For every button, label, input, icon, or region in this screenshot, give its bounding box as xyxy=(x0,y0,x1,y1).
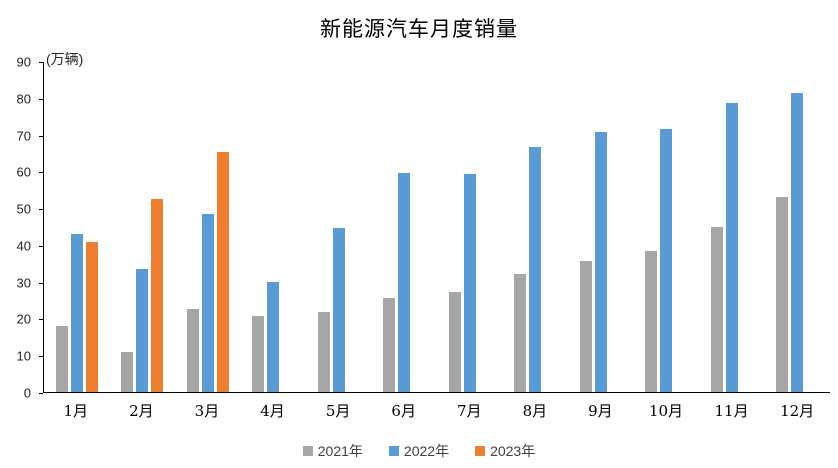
x-label-4月: 4月 xyxy=(260,402,285,420)
x-label-12月: 12月 xyxy=(780,402,815,420)
y-tick-mark xyxy=(39,245,43,247)
y-tick-label: 40 xyxy=(16,238,31,254)
y-tick-mark xyxy=(39,172,43,174)
x-axis-labels: 1月 2月 3月 4月 5月 6月 7月 8月 9月 10月 11月 12月 xyxy=(43,400,830,421)
x-label-1月: 1月 xyxy=(63,402,89,420)
bar-group-9月 xyxy=(568,62,634,392)
bar-2021年-10月 xyxy=(645,251,658,392)
bar-groups xyxy=(44,62,830,392)
bar-group-6月 xyxy=(372,62,438,392)
bar-2023年-1月 xyxy=(85,241,98,392)
legend-swatch-2022 xyxy=(388,446,399,456)
y-tick-mark xyxy=(39,319,43,321)
y-tick-label: 80 xyxy=(16,91,31,107)
bar-group-2月 xyxy=(110,62,176,392)
bar-2021年-8月 xyxy=(514,273,527,392)
y-tick-label: 90 xyxy=(16,54,31,70)
bar-2021年-6月 xyxy=(383,297,396,392)
bar-group-8月 xyxy=(503,62,569,392)
bar-2022年-5月 xyxy=(332,227,345,392)
bar-group-4月 xyxy=(241,62,307,392)
chart-title: 新能源汽车月度销量 xyxy=(320,17,518,41)
bar-2021年-4月 xyxy=(252,316,265,392)
bar-group-3月 xyxy=(175,62,241,392)
bar-2021年-11月 xyxy=(710,226,723,392)
x-label-6月: 6月 xyxy=(391,402,416,420)
bar-2021年-12月 xyxy=(776,196,789,392)
y-tick-mark xyxy=(39,135,43,137)
legend-item-2022: 2022年 xyxy=(388,441,450,461)
bar-group-12月 xyxy=(765,62,831,392)
bar-2023年-2月 xyxy=(151,198,164,392)
x-label-3月: 3月 xyxy=(194,402,220,420)
y-tick-mark xyxy=(39,356,43,358)
bar-2021年-7月 xyxy=(448,292,461,392)
bar-2022年-7月 xyxy=(463,173,476,392)
legend-label-2022: 2022年 xyxy=(403,443,450,459)
legend-label-2021: 2021年 xyxy=(317,443,363,459)
x-label-9月: 9月 xyxy=(588,402,613,420)
bar-2022年-3月 xyxy=(201,214,214,392)
legend-swatch-2023 xyxy=(475,446,486,456)
y-tick-mark xyxy=(39,393,43,394)
legend-swatch-2021 xyxy=(302,446,313,456)
bar-group-7月 xyxy=(437,62,503,392)
x-label-2月: 2月 xyxy=(129,402,154,420)
y-tick-label: 0 xyxy=(23,385,31,401)
legend-item-2021: 2021年 xyxy=(302,441,363,461)
bar-2022年-11月 xyxy=(725,102,738,392)
x-label-10月: 10月 xyxy=(648,402,684,420)
legend-item-2023: 2023年 xyxy=(475,441,535,461)
bar-group-11月 xyxy=(699,62,765,392)
bar-2022年-4月 xyxy=(267,282,280,392)
y-tick-label: 30 xyxy=(16,275,31,291)
bar-2022年-12月 xyxy=(791,92,804,392)
bar-2023年-3月 xyxy=(216,151,229,392)
y-axis: 0 10 20 30 40 50 60 70 80 90 xyxy=(0,55,43,401)
y-tick-label: 70 xyxy=(16,128,31,144)
bar-2021年-5月 xyxy=(317,312,330,392)
y-tick-mark xyxy=(39,209,43,211)
y-tick-label: 50 xyxy=(16,201,31,217)
y-tick-label: 10 xyxy=(16,348,31,364)
bar-2021年-2月 xyxy=(121,351,134,392)
legend-label-2023: 2023年 xyxy=(490,443,536,459)
bar-group-1月 xyxy=(44,62,110,392)
plot-area xyxy=(43,62,830,393)
x-label-5月: 5月 xyxy=(325,402,351,420)
bar-2022年-8月 xyxy=(529,147,542,392)
y-tick-label: 20 xyxy=(16,311,31,327)
bar-2022年-6月 xyxy=(398,172,411,392)
bar-2022年-9月 xyxy=(594,131,607,392)
bar-2022年-10月 xyxy=(660,129,673,392)
bar-group-5月 xyxy=(306,62,372,392)
y-tick-mark xyxy=(39,62,43,63)
bar-2021年-3月 xyxy=(186,308,199,392)
bar-2022年-1月 xyxy=(70,233,83,392)
bar-2022年-2月 xyxy=(136,269,149,392)
bar-2021年-1月 xyxy=(55,326,68,392)
y-tick-mark xyxy=(39,282,43,284)
bar-2021年-9月 xyxy=(579,260,592,392)
bar-group-10月 xyxy=(634,62,700,392)
x-label-11月: 11月 xyxy=(714,402,749,420)
y-tick-label: 60 xyxy=(16,164,31,180)
x-label-7月: 7月 xyxy=(456,402,482,420)
y-axis-unit-label: (万辆) xyxy=(46,51,84,67)
y-tick-mark xyxy=(39,98,43,100)
x-label-8月: 8月 xyxy=(522,402,548,420)
legend: 2021年 2022年 2023年 xyxy=(0,441,838,461)
